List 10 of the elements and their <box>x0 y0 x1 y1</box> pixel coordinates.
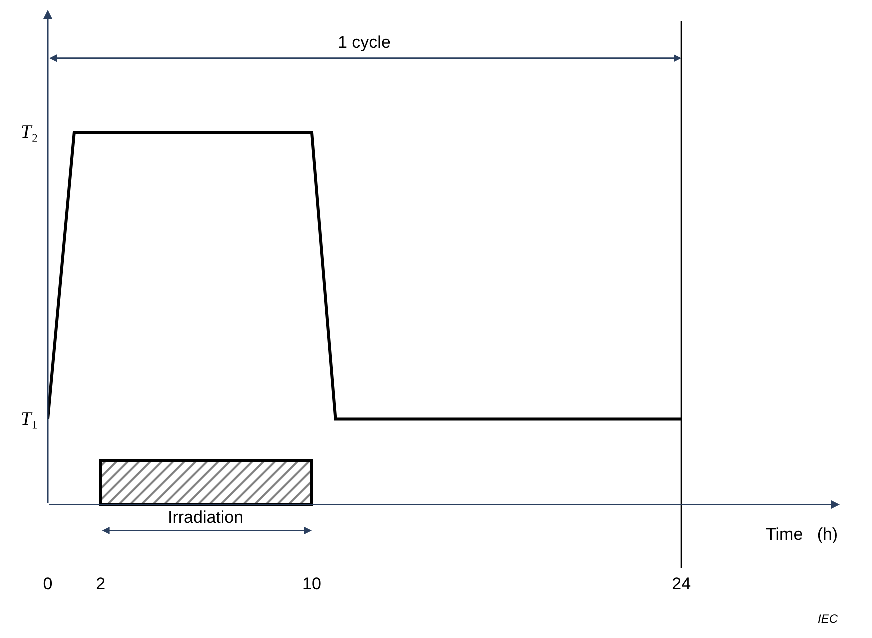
text: 1 cycle <box>338 33 391 52</box>
text: T₁ <box>21 409 38 430</box>
text: T₂ <box>21 122 38 143</box>
band-label: Irradiation <box>168 508 244 527</box>
text: IEC <box>818 612 838 626</box>
x-tick-label: 2 <box>96 574 106 594</box>
x-axis-title: Time (h) <box>766 525 838 544</box>
x-tick-label: 24 <box>672 574 692 594</box>
x-tick-label: 0 <box>43 574 53 594</box>
x-tick-label: 10 <box>302 574 322 594</box>
